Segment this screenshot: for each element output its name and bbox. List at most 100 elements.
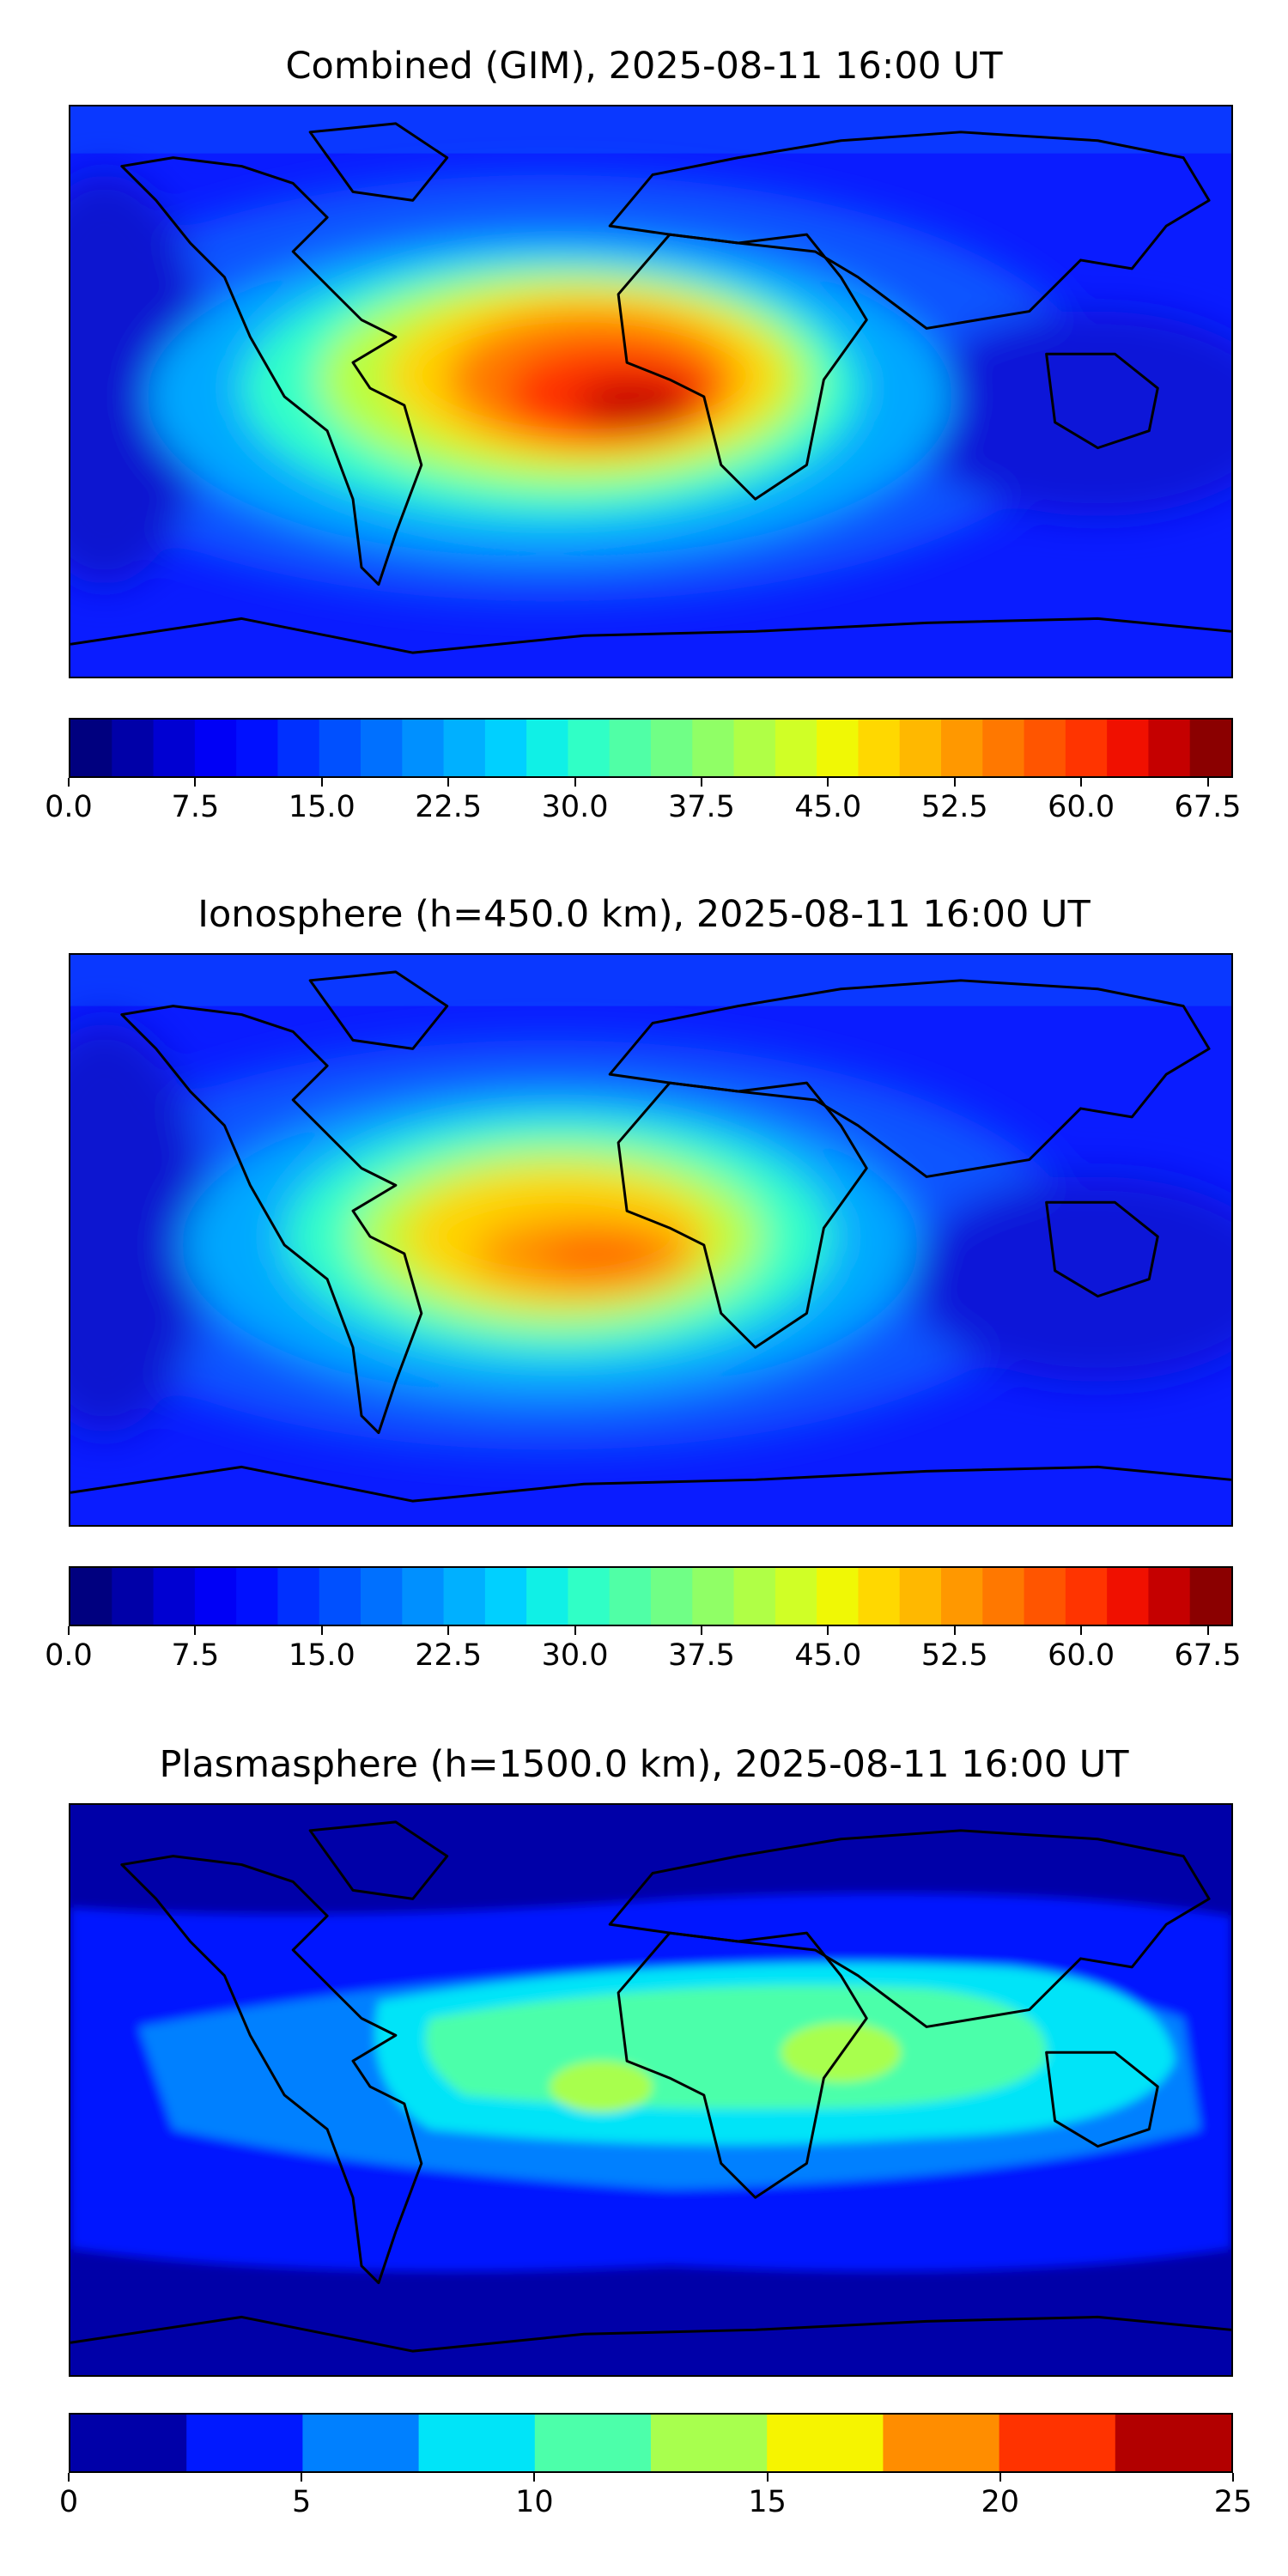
colorbar-swatch bbox=[361, 1568, 403, 1625]
colorbar-tick-label: 5 bbox=[292, 2485, 312, 2519]
colorbar-swatch bbox=[692, 1568, 735, 1625]
colorbar-tick bbox=[68, 778, 70, 787]
colorbar-swatch bbox=[899, 1568, 942, 1625]
colorbar-swatch bbox=[692, 720, 735, 776]
colorbar-swatch bbox=[775, 1568, 817, 1625]
colorbar-swatch bbox=[112, 1568, 155, 1625]
colorbar-swatch bbox=[402, 720, 445, 776]
colorbar-swatch bbox=[651, 1568, 693, 1625]
colorbar-tick bbox=[999, 2473, 1001, 2482]
colorbar-swatch bbox=[1065, 720, 1108, 776]
colorbar-swatch bbox=[1107, 1568, 1150, 1625]
colorbar-swatch bbox=[277, 1568, 320, 1625]
colorbar-swatch bbox=[402, 1568, 445, 1625]
colorbar-swatch bbox=[941, 1568, 983, 1625]
colorbar-swatch bbox=[1115, 2415, 1231, 2471]
colorbar-tick bbox=[194, 778, 197, 787]
colorbar-swatch bbox=[775, 720, 817, 776]
colorbar-tick bbox=[700, 1626, 702, 1635]
colorbar-swatch bbox=[883, 2415, 1000, 2471]
colorbar-tick bbox=[1206, 1626, 1209, 1635]
colorbar-tick-label: 15.0 bbox=[288, 1638, 355, 1673]
colorbar-swatch bbox=[236, 720, 279, 776]
colorbar-tick-label: 7.5 bbox=[171, 790, 220, 824]
colorbar-swatch bbox=[858, 720, 901, 776]
colorbar-tick-label: 60.0 bbox=[1048, 790, 1115, 824]
colorbar-swatch bbox=[526, 1568, 569, 1625]
colorbar-swatch bbox=[236, 1568, 279, 1625]
colorbar-swatch bbox=[112, 720, 155, 776]
colorbar-tick-label: 52.5 bbox=[920, 790, 988, 824]
colorbar-combined-swatches bbox=[70, 720, 1231, 776]
colorbar-tick-label: 45.0 bbox=[794, 790, 862, 824]
colorbar-tick bbox=[1206, 778, 1209, 787]
colorbar-tick bbox=[574, 1626, 576, 1635]
colorbar-tick-label: 30.0 bbox=[541, 1638, 609, 1673]
panel-title-combined: Combined (GIM), 2025-08-11 16:00 UT bbox=[285, 45, 1003, 88]
colorbar-tick bbox=[700, 778, 702, 787]
colorbar-tick-label: 30.0 bbox=[541, 790, 609, 824]
colorbar-tick-label: 20 bbox=[981, 2485, 1020, 2519]
colorbar-swatch bbox=[858, 1568, 901, 1625]
colorbar-swatch bbox=[194, 1568, 237, 1625]
colorbar-swatch bbox=[194, 720, 237, 776]
colorbar-swatch bbox=[1024, 720, 1066, 776]
colorbar-tick bbox=[320, 778, 323, 787]
colorbar-swatch bbox=[319, 720, 361, 776]
colorbar-tick bbox=[68, 2473, 70, 2482]
map-plasmasphere-field bbox=[70, 1805, 1231, 2375]
colorbar-swatch bbox=[1107, 720, 1150, 776]
map-plasmasphere bbox=[69, 1803, 1233, 2377]
colorbar-tick-label: 67.5 bbox=[1174, 790, 1242, 824]
colorbar-tick-label: 22.5 bbox=[415, 790, 483, 824]
colorbar-swatch bbox=[1189, 1568, 1231, 1625]
colorbar-ionosphere-swatches bbox=[70, 1568, 1231, 1625]
colorbar-tick bbox=[953, 1626, 956, 1635]
colorbar-swatch bbox=[319, 1568, 361, 1625]
colorbar-tick bbox=[68, 1626, 70, 1635]
colorbar-tick bbox=[194, 1626, 197, 1635]
colorbar-tick bbox=[766, 2473, 769, 2482]
map-combined-field bbox=[70, 106, 1231, 677]
colorbar-swatch bbox=[609, 1568, 652, 1625]
colorbar-swatch bbox=[302, 2415, 420, 2471]
colorbar-swatch bbox=[153, 720, 196, 776]
colorbar-tick-label: 22.5 bbox=[415, 1638, 483, 1673]
colorbar-swatch bbox=[70, 720, 112, 776]
colorbar-tick bbox=[320, 1626, 323, 1635]
colorbar-tick-label: 25 bbox=[1213, 2485, 1253, 2519]
panel-title-ionosphere: Ionosphere (h=450.0 km), 2025-08-11 16:0… bbox=[197, 893, 1091, 936]
colorbar-tick bbox=[447, 778, 450, 787]
colorbar-tick bbox=[447, 1626, 450, 1635]
colorbar-tick bbox=[574, 778, 576, 787]
map-ionosphere bbox=[69, 953, 1233, 1527]
colorbar-swatch bbox=[277, 720, 320, 776]
colorbar-tick-label: 37.5 bbox=[667, 1638, 735, 1673]
colorbar-tick-label: 67.5 bbox=[1174, 1638, 1242, 1673]
colorbar-tick-label: 0 bbox=[58, 2485, 79, 2519]
colorbar-swatch bbox=[526, 720, 569, 776]
colorbar-tick bbox=[533, 2473, 536, 2482]
colorbar-plasmasphere bbox=[69, 2413, 1233, 2473]
colorbar-tick-label: 0.0 bbox=[45, 1638, 93, 1673]
colorbar-tick bbox=[1232, 2473, 1234, 2482]
colorbar-swatch bbox=[568, 1568, 611, 1625]
colorbar-tick bbox=[827, 778, 829, 787]
colorbar-tick bbox=[1080, 778, 1083, 787]
colorbar-swatch bbox=[1065, 1568, 1108, 1625]
colorbar-tick-label: 15 bbox=[748, 2485, 787, 2519]
colorbar-plasmasphere-swatches bbox=[70, 2415, 1231, 2471]
colorbar-swatch bbox=[70, 2415, 187, 2471]
colorbar-tick-label: 37.5 bbox=[667, 790, 735, 824]
map-ionosphere-field bbox=[70, 955, 1231, 1525]
colorbar-swatch bbox=[534, 2415, 652, 2471]
colorbar-tick bbox=[301, 2473, 303, 2482]
colorbar-swatch bbox=[767, 2415, 884, 2471]
colorbar-swatch bbox=[733, 1568, 776, 1625]
colorbar-tick bbox=[827, 1626, 829, 1635]
colorbar-swatch bbox=[817, 1568, 860, 1625]
colorbar-tick-label: 60.0 bbox=[1048, 1638, 1115, 1673]
panel-title-plasmasphere: Plasmasphere (h=1500.0 km), 2025-08-11 1… bbox=[159, 1743, 1129, 1786]
colorbar-swatch bbox=[568, 720, 611, 776]
colorbar-swatch bbox=[443, 1568, 486, 1625]
